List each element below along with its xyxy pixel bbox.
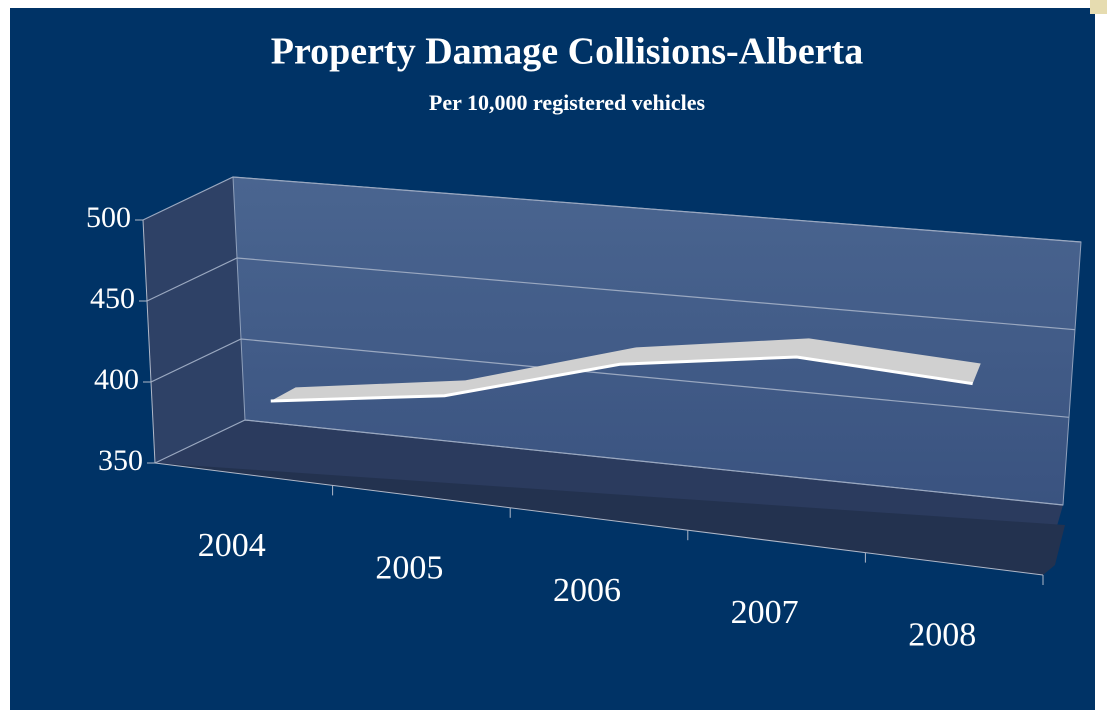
x-axis <box>154 462 1044 576</box>
chart-title: Property Damage Collisions-Alberta <box>271 31 863 73</box>
grid-line <box>146 257 1076 331</box>
ribbon <box>270 338 981 402</box>
x-tick-label: 2008 <box>908 617 976 654</box>
grid-line <box>142 176 1082 243</box>
y-tick-label: 400 <box>94 363 139 396</box>
y-axis <box>142 219 156 464</box>
y-tick-label: 450 <box>90 282 135 315</box>
grid-line <box>154 419 1064 506</box>
side-wall <box>143 177 245 463</box>
grid-line <box>150 338 1070 418</box>
y-tick-label: 350 <box>98 444 143 477</box>
x-tick-label: 2004 <box>198 527 266 564</box>
chart-subtitle: Per 10,000 registered vehicles <box>429 90 706 115</box>
x-tick-label: 2006 <box>553 572 621 609</box>
line <box>270 355 973 403</box>
x-tick-label: 2005 <box>375 549 443 586</box>
y-tick-label: 500 <box>86 201 131 234</box>
floor-edge <box>155 463 1065 575</box>
x-tick-label: 2007 <box>731 594 799 631</box>
corner <box>1090 0 1107 14</box>
